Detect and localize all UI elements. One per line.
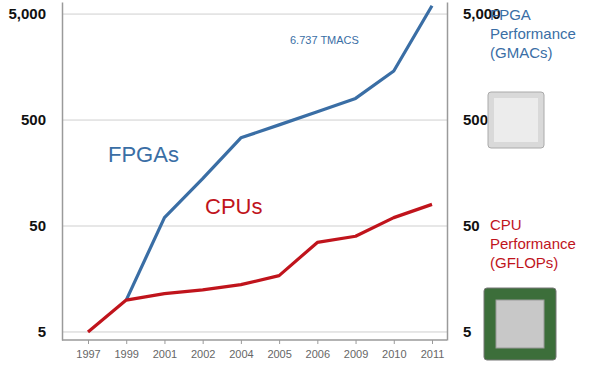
tick: 2001: [153, 340, 177, 360]
series-line: [88, 204, 432, 332]
series-label: CPUs: [205, 194, 262, 219]
series-label: FPGAs: [108, 142, 179, 167]
chip-body: [484, 288, 556, 360]
tick-label: 500: [21, 111, 46, 128]
tick-mark: [126, 340, 127, 344]
tick-mark: [164, 340, 165, 344]
tick-label: 5,000: [8, 5, 46, 22]
grid-line: [62, 226, 447, 227]
tick-label: 5: [463, 323, 471, 340]
chip-face: [496, 300, 544, 348]
cpu-chip-icon: [484, 288, 556, 360]
tick: 2002: [191, 340, 215, 360]
tick-label: 2009: [344, 348, 368, 360]
grid: [62, 14, 447, 332]
grid-line: [62, 14, 447, 15]
tick-label: 50: [463, 217, 480, 234]
annotation: FPGAPerformance(GMACs): [490, 6, 576, 61]
tick-label: 2006: [306, 348, 330, 360]
annotation: 6.737 TMACS: [290, 34, 359, 46]
tick-mark: [356, 340, 357, 344]
tick-label: 1997: [76, 348, 100, 360]
tick: 2009: [344, 340, 368, 360]
tick: 1997: [76, 340, 100, 360]
tick: 2005: [267, 340, 291, 360]
x-axis: 1997 1999 2001 2002 2004 2005 2006 2009 2010 2011: [62, 340, 447, 360]
grid-line: [62, 331, 447, 332]
tick-mark: [241, 340, 242, 344]
tick: 2006: [306, 340, 330, 360]
tick: 5: [447, 323, 471, 340]
grid-line: [62, 120, 447, 121]
tick: 1999: [114, 340, 138, 360]
tick-mark: [432, 340, 433, 344]
tick: 2010: [382, 340, 406, 360]
tick-mark: [394, 340, 395, 344]
tick-label: 2002: [191, 348, 215, 360]
tick: 500: [447, 111, 488, 128]
tick-label: 1999: [114, 348, 138, 360]
tick-mark: [88, 340, 89, 344]
tick-label: 2004: [229, 348, 253, 360]
tick: 5,000: [8, 5, 62, 22]
axis-line: [62, 3, 64, 341]
tick-label: 50: [29, 217, 46, 234]
tick-label: 2011: [421, 348, 445, 360]
axis-line: [62, 339, 447, 341]
tick: 50: [29, 217, 62, 234]
tick: 500: [21, 111, 62, 128]
lines: [88, 6, 432, 332]
left-axis: 5 50 500 5,000: [8, 3, 62, 341]
tick: 2004: [229, 340, 253, 360]
tick-label: 2005: [267, 348, 291, 360]
chip-body: [488, 92, 544, 148]
tick: 5: [38, 323, 62, 340]
fpga-chip-icon: [488, 92, 544, 148]
axis-line: [447, 3, 449, 341]
tick-label: 2010: [382, 348, 406, 360]
chip-face: [494, 98, 538, 142]
tick-label: 2001: [153, 348, 177, 360]
tick: 2011: [421, 340, 445, 360]
annotation: CPUPerformance(GFLOPs): [490, 216, 576, 271]
tick-mark: [317, 340, 318, 344]
tick: 50: [447, 217, 480, 234]
tick-mark: [279, 340, 280, 344]
tick-label: 5: [38, 323, 46, 340]
tick-mark: [203, 340, 204, 344]
tick-label: 500: [463, 111, 488, 128]
